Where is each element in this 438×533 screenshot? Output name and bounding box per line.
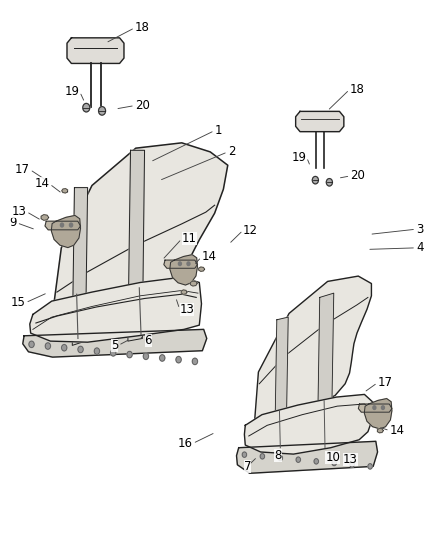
Polygon shape <box>30 277 201 342</box>
Text: 14: 14 <box>35 177 49 190</box>
Text: 7: 7 <box>244 460 251 473</box>
Polygon shape <box>67 38 124 63</box>
Circle shape <box>94 348 99 354</box>
Polygon shape <box>378 429 383 433</box>
Polygon shape <box>244 394 373 454</box>
Text: 17: 17 <box>378 376 392 389</box>
Polygon shape <box>128 150 145 341</box>
Circle shape <box>45 343 50 349</box>
Text: 13: 13 <box>343 453 358 466</box>
Text: 3: 3 <box>416 223 424 236</box>
Polygon shape <box>191 281 197 286</box>
Circle shape <box>373 406 376 409</box>
Text: 18: 18 <box>350 83 364 96</box>
Circle shape <box>29 341 34 348</box>
Circle shape <box>326 179 332 186</box>
Polygon shape <box>296 111 344 132</box>
Text: 20: 20 <box>350 169 365 182</box>
Circle shape <box>60 223 64 227</box>
Circle shape <box>192 358 198 365</box>
Text: 17: 17 <box>15 163 30 176</box>
Text: 14: 14 <box>390 424 405 437</box>
Text: 8: 8 <box>275 449 282 462</box>
Polygon shape <box>170 255 198 285</box>
Polygon shape <box>358 404 392 412</box>
Circle shape <box>159 355 165 361</box>
Text: 12: 12 <box>243 224 258 237</box>
Circle shape <box>242 452 247 457</box>
Polygon shape <box>181 290 187 294</box>
Circle shape <box>332 461 336 466</box>
Text: 10: 10 <box>325 451 340 464</box>
Text: 13: 13 <box>11 205 26 218</box>
Circle shape <box>143 353 148 359</box>
Polygon shape <box>237 441 378 473</box>
Text: 19: 19 <box>65 85 80 98</box>
Polygon shape <box>41 215 49 220</box>
Polygon shape <box>364 399 392 429</box>
Polygon shape <box>199 267 205 271</box>
Circle shape <box>99 107 106 115</box>
Circle shape <box>368 464 372 469</box>
Circle shape <box>350 462 354 467</box>
Polygon shape <box>62 189 67 193</box>
Text: 5: 5 <box>111 339 118 352</box>
Circle shape <box>176 357 181 363</box>
Circle shape <box>381 406 385 409</box>
Circle shape <box>314 459 318 464</box>
Circle shape <box>78 346 83 353</box>
Text: 4: 4 <box>416 241 424 254</box>
Polygon shape <box>23 329 207 357</box>
Circle shape <box>278 455 283 461</box>
Polygon shape <box>275 317 288 426</box>
Polygon shape <box>51 215 81 247</box>
Text: 18: 18 <box>135 21 150 34</box>
Text: 20: 20 <box>135 99 150 112</box>
Circle shape <box>296 457 300 462</box>
Text: 9: 9 <box>9 216 17 229</box>
Text: 11: 11 <box>182 232 197 245</box>
Polygon shape <box>164 260 198 268</box>
Circle shape <box>83 103 90 112</box>
Circle shape <box>70 223 73 227</box>
Polygon shape <box>45 221 81 230</box>
Text: 15: 15 <box>11 296 25 309</box>
Circle shape <box>127 351 132 358</box>
Text: 1: 1 <box>215 124 222 137</box>
Circle shape <box>178 262 181 265</box>
Polygon shape <box>253 276 371 441</box>
Polygon shape <box>47 143 228 352</box>
Circle shape <box>312 176 318 184</box>
Circle shape <box>110 350 116 356</box>
Text: 14: 14 <box>201 251 216 263</box>
Text: 13: 13 <box>180 303 194 316</box>
Circle shape <box>62 344 67 351</box>
Polygon shape <box>72 188 88 345</box>
Polygon shape <box>318 293 334 406</box>
Circle shape <box>187 262 190 265</box>
Text: 19: 19 <box>292 151 307 164</box>
Text: 16: 16 <box>178 437 193 450</box>
Text: 2: 2 <box>228 146 235 158</box>
Circle shape <box>260 454 265 459</box>
Text: 6: 6 <box>145 334 152 346</box>
